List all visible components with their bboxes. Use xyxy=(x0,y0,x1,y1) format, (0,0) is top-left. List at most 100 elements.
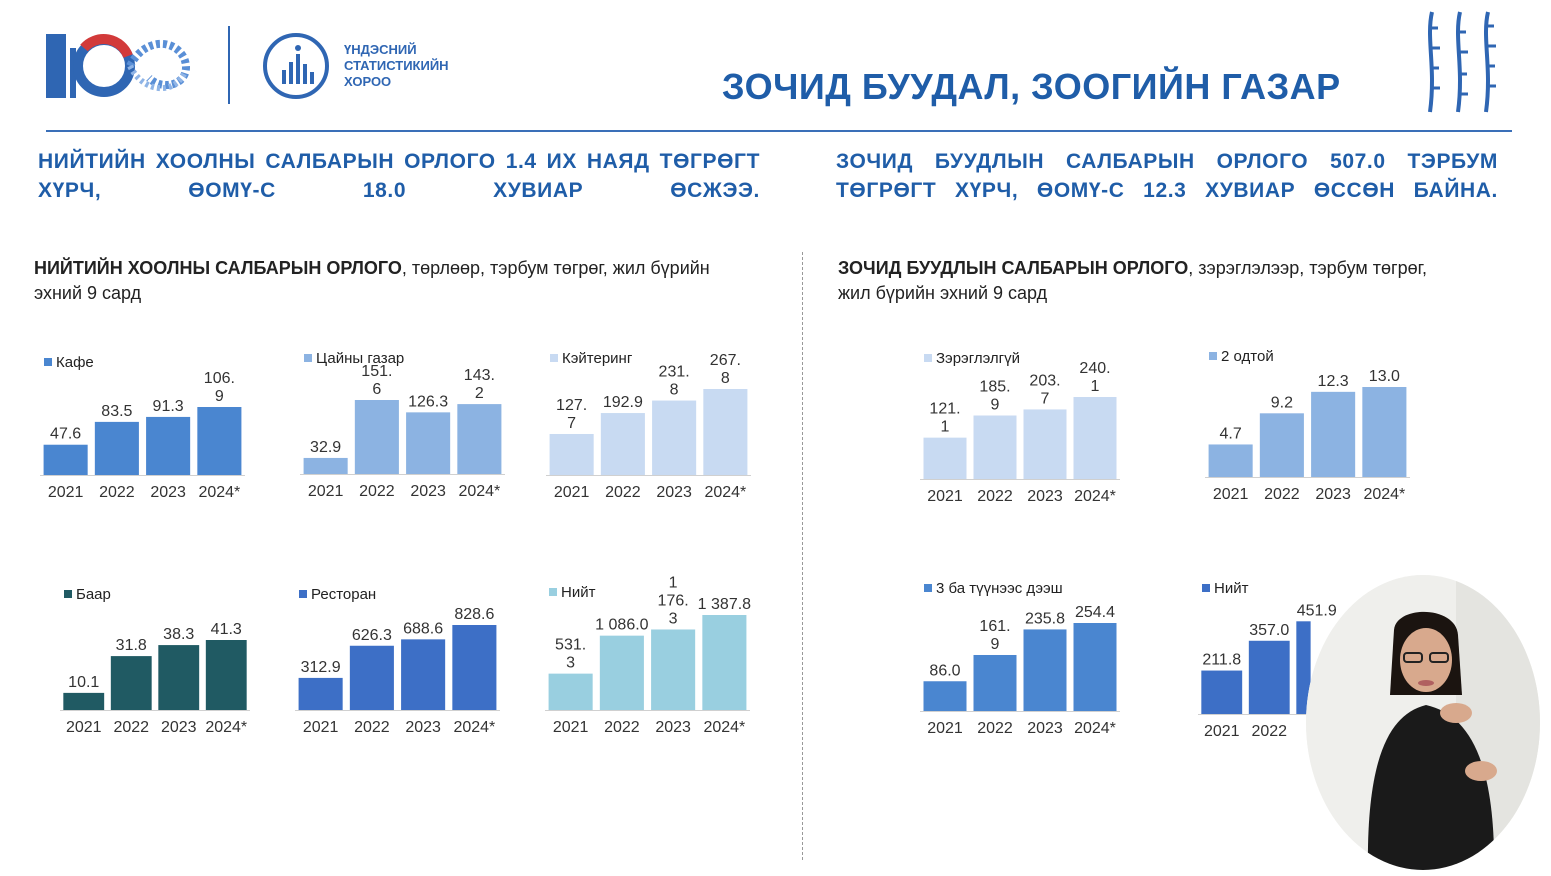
x-tick-label-0: 2021 xyxy=(66,719,102,736)
bar-1 xyxy=(600,413,645,475)
bar-1 xyxy=(94,421,139,475)
data-label-3: 13.0 xyxy=(1369,368,1400,385)
column-divider xyxy=(802,252,803,860)
data-label-1: 9 xyxy=(991,397,1000,414)
chart-svg: 2 одтой 4.7 9.2 12.3 13.0 2021 2022 2023 2024* xyxy=(1205,348,1410,503)
bar-1 xyxy=(110,656,152,710)
data-label-3: 143. xyxy=(464,367,495,384)
data-label-2: 38.3 xyxy=(163,626,194,643)
data-label-0: 32.9 xyxy=(310,439,341,456)
bar-3 xyxy=(1073,397,1117,479)
data-label-2: 8 xyxy=(670,382,679,399)
x-tick-label-3: 2024* xyxy=(205,719,247,736)
left-headline: НИЙТИЙН ХООЛНЫ САЛБАРЫН ОРЛОГО 1.4 ИХ НА… xyxy=(38,150,760,202)
data-label-0: 127. xyxy=(556,397,587,414)
mongolian-script-emblem xyxy=(1422,8,1512,118)
org-name: ҮНДЭСНИЙ СТАТИСТИКИЙН ХОРОО xyxy=(344,42,449,89)
data-label-3: 9 xyxy=(215,388,224,405)
header-divider xyxy=(46,130,1512,132)
x-tick-label-2: 2023 xyxy=(1315,486,1351,503)
data-label-0: 211.8 xyxy=(1202,652,1241,669)
legend-entry: 3 ба түүнээс дээш xyxy=(924,580,1063,597)
bar-0 xyxy=(923,437,967,479)
bar-2 xyxy=(158,645,200,710)
legend-swatch xyxy=(924,584,932,592)
legend-swatch xyxy=(64,590,72,598)
bar-2 xyxy=(652,400,697,475)
legend-swatch xyxy=(549,588,557,596)
x-tick-label-3: 2024* xyxy=(458,483,500,500)
left-section-title: НИЙТИЙН ХООЛНЫ САЛБАРЫН ОРЛОГО, төрлөөр,… xyxy=(34,258,710,303)
x-tick-label-2: 2023 xyxy=(655,719,691,736)
legend-entry: Ресторан xyxy=(299,586,376,603)
chart-total-food: Нийт 531. 3 1 086.0 1 176. 3 1 387.8 2021 2022 202… xyxy=(541,574,756,742)
bar-0 xyxy=(548,673,593,710)
data-label-3: 828.6 xyxy=(454,606,494,623)
chart-svg: Нийт 211.8 357.0 451.9 2021 2022 xyxy=(1198,580,1337,740)
data-label-1: 185. xyxy=(979,379,1010,396)
legend-label: Кафе xyxy=(56,354,94,371)
bar-2 xyxy=(1023,409,1067,479)
data-label-3: 1 xyxy=(1091,378,1100,395)
legend-swatch xyxy=(299,590,307,598)
data-label-1: 9 xyxy=(991,636,1000,653)
x-tick-label-1: 2022 xyxy=(1264,486,1300,503)
data-label-3: 41.3 xyxy=(211,621,242,638)
data-label-1: 83.5 xyxy=(101,403,132,420)
legend-label: Ресторан xyxy=(311,586,376,603)
data-label-3: 1 387.8 xyxy=(698,596,751,613)
x-tick-label-2: 2023 xyxy=(1027,488,1063,505)
bar-1 xyxy=(1248,640,1290,714)
x-tick-label-0: 2021 xyxy=(554,484,590,501)
data-label-0: 531. xyxy=(555,637,586,654)
bar-0 xyxy=(298,677,343,710)
chart-svg: Баар 10.1 31.8 38.3 41.3 2021 2022 2023 2024* xyxy=(60,586,250,736)
legend-swatch xyxy=(924,354,932,362)
data-label-2: 451.9 xyxy=(1297,602,1337,619)
x-tick-label-0: 2021 xyxy=(927,720,963,737)
legend-label: 2 одтой xyxy=(1221,348,1274,365)
data-label-3: 254.4 xyxy=(1075,604,1115,621)
chart-catering: Кэйтеринг 127. 7 192.9 231. 8 267. 8 2021 2022 202… xyxy=(542,346,757,510)
legend-entry: Цайны газар xyxy=(304,350,404,367)
data-label-2: 235.8 xyxy=(1025,610,1065,627)
x-tick-label-3: 2024* xyxy=(198,484,240,501)
x-tick-label-3: 2024* xyxy=(704,484,746,501)
chart-svg: Ресторан 312.9 626.3 688.6 828.6 2021 2022 2023… xyxy=(295,586,500,736)
bar-0 xyxy=(549,433,594,475)
right-headline: ЗОЧИД БУУДЛЫН САЛБАРЫН ОРЛОГО 507.0 ТЭРБ… xyxy=(836,150,1498,202)
legend-entry: Кафе xyxy=(44,354,94,371)
bar-0 xyxy=(63,692,105,710)
bar-3 xyxy=(1362,387,1407,477)
legend-label: Баар xyxy=(76,586,111,603)
data-label-1: 626.3 xyxy=(352,627,392,644)
legend-entry: Нийт xyxy=(549,584,596,601)
right-section-title: ЗОЧИД БУУДЛЫН САЛБАРЫН ОРЛОГО, зэрэглэлэ… xyxy=(838,258,1427,303)
data-label-1: 192.9 xyxy=(603,394,643,411)
data-label-2: 91.3 xyxy=(153,398,184,415)
data-label-0: 4.7 xyxy=(1220,425,1242,442)
x-tick-label-3: 2024* xyxy=(453,719,495,736)
x-tick-label-0: 2021 xyxy=(303,719,339,736)
x-tick-label-1: 2022 xyxy=(605,484,641,501)
nso-emblem-icon xyxy=(262,32,330,100)
data-label-1: 9.2 xyxy=(1271,394,1293,411)
x-tick-label-1: 2022 xyxy=(1251,723,1287,740)
data-label-3: 267. xyxy=(710,352,741,369)
data-label-0: 1 xyxy=(941,419,950,436)
bar-1 xyxy=(973,415,1017,479)
bar-3 xyxy=(1073,623,1117,711)
bar-0 xyxy=(923,681,967,711)
data-label-0: 7 xyxy=(567,415,576,432)
data-label-1: 161. xyxy=(979,618,1010,635)
bar-0 xyxy=(43,444,88,475)
chart-two-star: 2 одтой 4.7 9.2 12.3 13.0 2021 2022 2023 2024* xyxy=(1201,344,1416,512)
data-label-1: 151. xyxy=(361,363,392,380)
data-label-1: 31.8 xyxy=(116,637,147,654)
legend-swatch xyxy=(1202,584,1210,592)
data-label-2: 7 xyxy=(1041,390,1050,407)
chart-three-plus: 3 ба түүнээс дээш 86.0 161. 9 235.8 254.4 2021… xyxy=(916,576,1126,742)
data-label-3: 2 xyxy=(475,385,484,402)
data-label-3: 8 xyxy=(721,370,730,387)
